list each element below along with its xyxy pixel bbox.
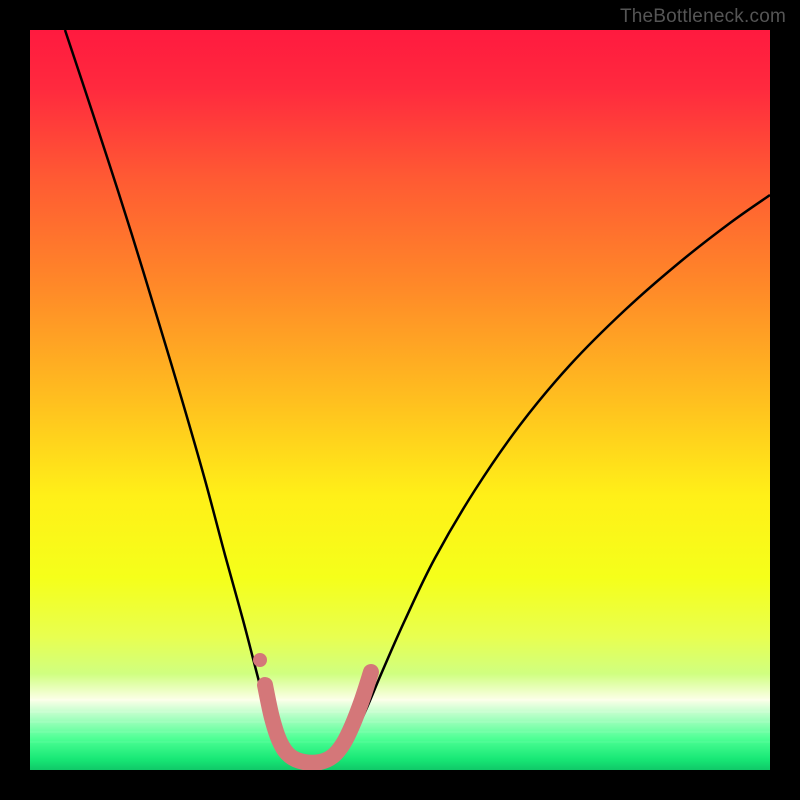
- chart-canvas: TheBottleneck.com: [0, 0, 800, 800]
- watermark-text: TheBottleneck.com: [620, 6, 786, 28]
- gradient-background: [30, 30, 770, 770]
- bottleneck-chart-svg: [0, 0, 800, 800]
- highlight-dot: [253, 653, 267, 667]
